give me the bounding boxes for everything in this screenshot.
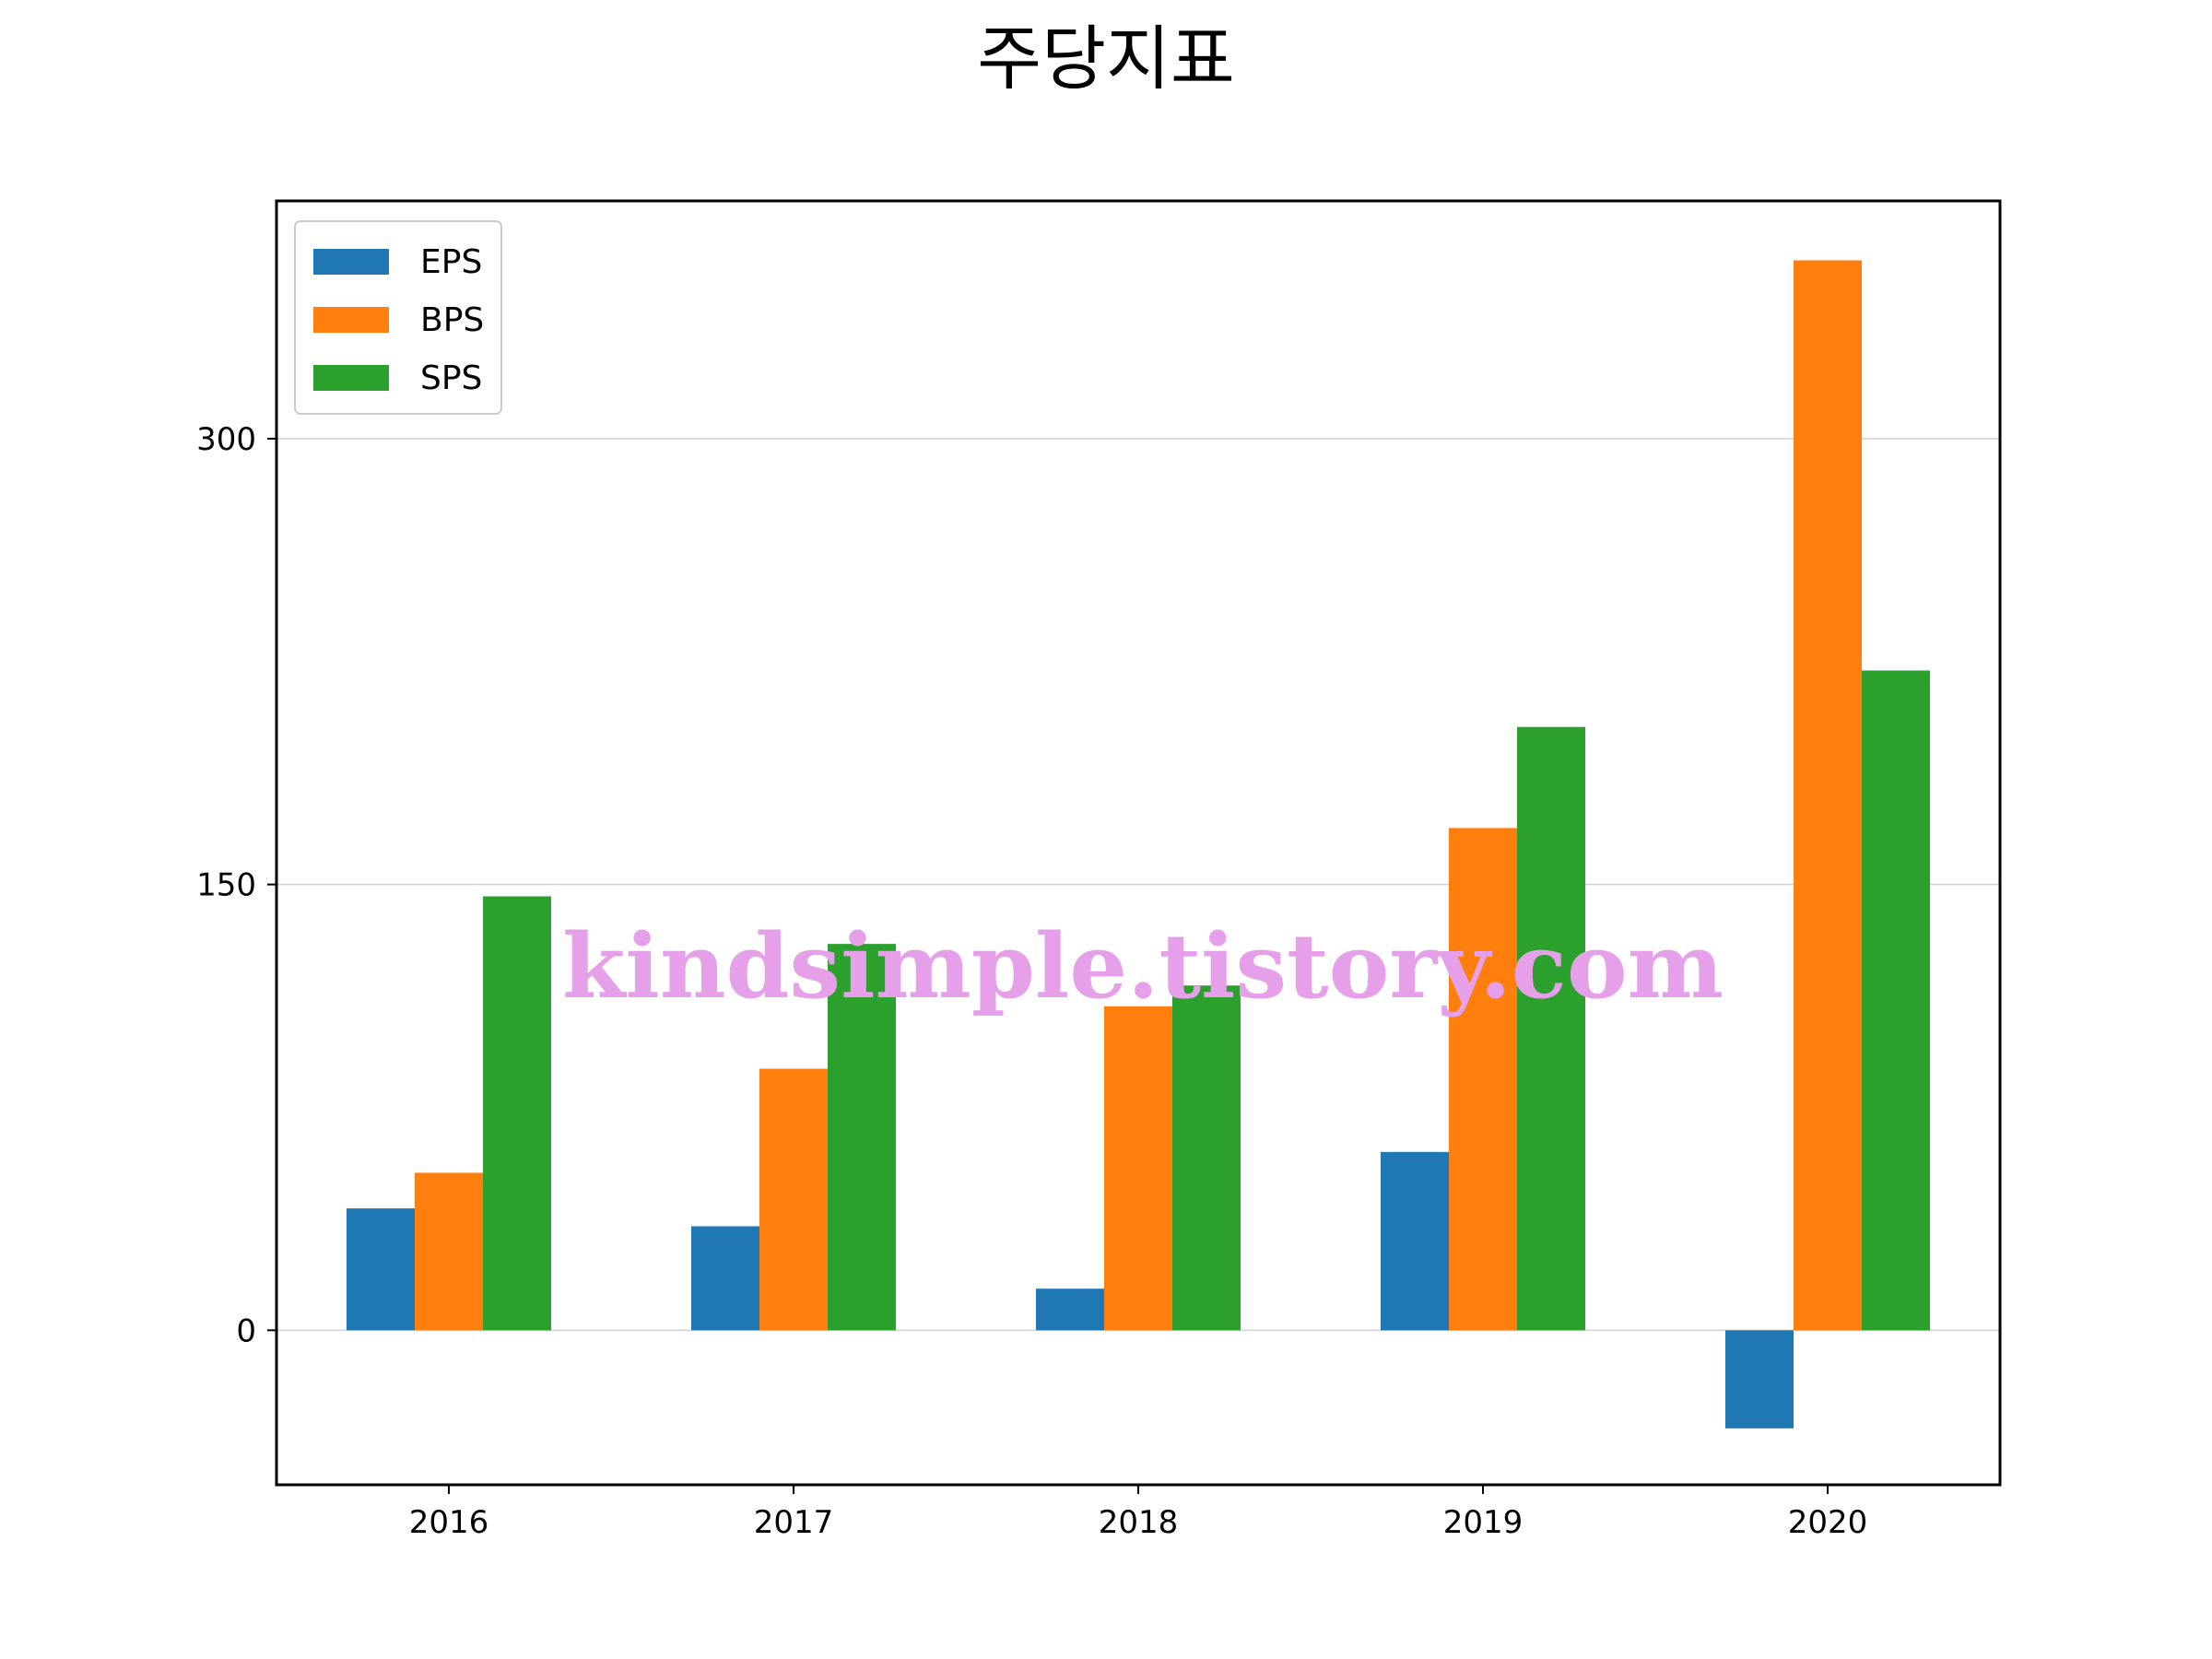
y-tick-label: 150 <box>196 867 256 904</box>
y-tick-label: 300 <box>196 421 256 458</box>
x-tick-label: 2019 <box>1443 1504 1524 1541</box>
legend-label-sps: SPS <box>420 359 482 397</box>
bar-sps-2020 <box>1862 670 1930 1331</box>
bar-bps-2016 <box>415 1172 483 1331</box>
bar-bps-2018 <box>1104 1006 1172 1331</box>
x-tick-label: 2020 <box>1788 1504 1868 1541</box>
chart-title: 주당지표 <box>977 18 1235 100</box>
x-tick-label: 2016 <box>409 1504 489 1541</box>
axis-layer: 0 150 300 2016 2017 2018 2019 2020 <box>196 421 1867 1541</box>
bar-eps-2019 <box>1381 1151 1449 1331</box>
bar-bps-2019 <box>1449 828 1517 1331</box>
legend: EPS BPS SPS <box>294 220 502 415</box>
grid-layer <box>276 438 2000 1332</box>
bar-sps-2019 <box>1517 726 1585 1331</box>
legend-label-eps: EPS <box>420 243 482 281</box>
legend-swatch-eps <box>313 249 389 275</box>
legend-swatch-sps <box>313 365 389 391</box>
bar-eps-2020 <box>1725 1330 1794 1429</box>
x-tick-label: 2018 <box>1099 1504 1179 1541</box>
bar-bps-2017 <box>759 1068 828 1331</box>
bar-bps-2020 <box>1794 260 1862 1331</box>
bars-layer <box>347 260 1930 1429</box>
x-tick-label: 2017 <box>754 1504 834 1541</box>
bar-eps-2018 <box>1036 1288 1104 1331</box>
bar-eps-2017 <box>691 1226 759 1331</box>
watermark-text: kindsimple.tistory.com <box>562 914 1724 1018</box>
y-tick-label: 0 <box>236 1312 256 1349</box>
bar-sps-2016 <box>483 896 551 1331</box>
legend-swatch-bps <box>313 307 389 333</box>
bar-sps-2017 <box>828 944 896 1331</box>
legend-label-bps: BPS <box>420 301 484 339</box>
bar-eps-2016 <box>347 1208 415 1331</box>
bar-sps-2018 <box>1172 985 1241 1331</box>
